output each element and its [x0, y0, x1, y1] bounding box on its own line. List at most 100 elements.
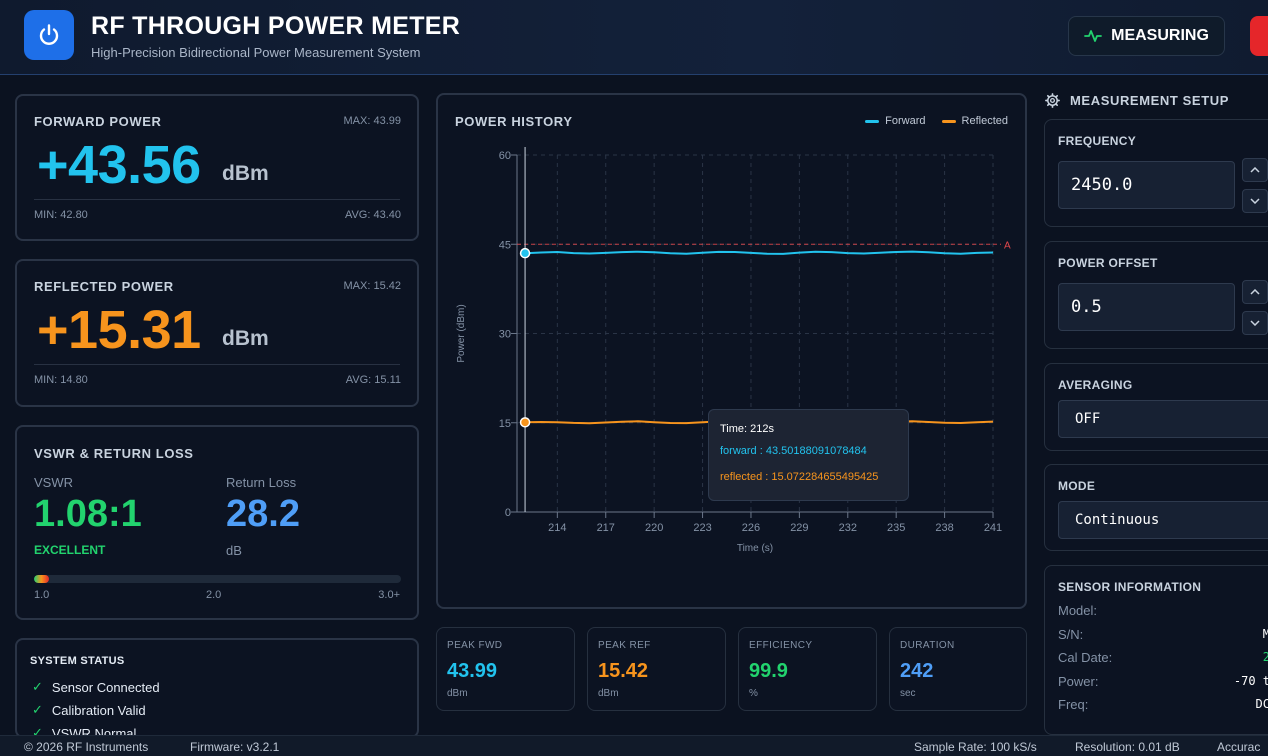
power-history-card: POWER HISTORY Forward Reflected 0 15 30 45 6… — [436, 93, 1027, 609]
footer-accuracy: Accurac — [1217, 740, 1261, 754]
reflected-min: MIN: 14.80 — [34, 374, 88, 386]
chevron-down-icon — [1250, 320, 1260, 326]
sensor-row-cal-date: Cal Date: 2 — [1058, 650, 1268, 665]
app-title: RF THROUGH POWER METER — [91, 12, 461, 40]
stat-unit: dBm — [598, 688, 619, 699]
x-tick-label: 223 — [693, 522, 711, 534]
power-offset-card: POWER OFFSET 0.5 — [1044, 241, 1268, 349]
stat-label: PEAK FWD — [447, 640, 503, 651]
legend-swatch — [941, 119, 956, 123]
system-status-title: SYSTEM STATUS — [30, 655, 125, 667]
forward-power-value: +43.56 — [37, 135, 201, 195]
legend-forward[interactable]: Forward — [865, 115, 926, 127]
frequency-card: FREQUENCY 2450.0 — [1044, 119, 1268, 227]
status-footer: © 2026 RF Instruments Firmware: v3.2.1 S… — [0, 735, 1268, 756]
tooltip-forward: forward : 43.50188091078484 — [720, 445, 867, 457]
offset-input[interactable]: 0.5 — [1058, 283, 1235, 331]
power-button[interactable] — [24, 10, 74, 60]
status-item: ✓ Sensor Connected — [32, 679, 160, 695]
legend-swatch — [865, 119, 880, 123]
frequency-label: FREQUENCY — [1058, 134, 1137, 148]
sensor-row-value: 2 — [1262, 650, 1268, 664]
chart-title: POWER HISTORY — [455, 114, 573, 129]
stat-value: 242 — [900, 660, 934, 682]
footer-copyright: © 2026 RF Instruments — [24, 740, 149, 754]
chevron-up-icon — [1250, 167, 1260, 173]
y-tick-label: 30 — [499, 329, 511, 341]
status-label: Calibration Valid — [51, 702, 146, 718]
forward-power-card: FORWARD POWER MAX: 43.99 +43.56 dBm MIN:… — [15, 94, 419, 241]
vswr-label: VSWR — [34, 475, 73, 490]
reflected-power-unit: dBm — [222, 327, 269, 350]
activity-icon — [1084, 30, 1103, 42]
averaging-select[interactable]: OFF — [1058, 400, 1268, 438]
legend-label: Reflected — [961, 115, 1008, 127]
stat-value: 99.9 — [749, 660, 788, 682]
app-subtitle: High-Precision Bidirectional Power Measu… — [91, 45, 421, 60]
status-item: ✓ VSWR Normal — [32, 725, 136, 736]
stat-duration: DURATION 242 sec — [889, 627, 1027, 711]
y-tick-label: 0 — [505, 507, 511, 519]
stop-button[interactable] — [1250, 16, 1268, 56]
x-tick-label: 214 — [548, 522, 566, 534]
averaging-card: AVERAGING OFF — [1044, 363, 1268, 451]
sensor-row-label: Power: — [1058, 674, 1099, 689]
stat-unit: dBm — [447, 688, 468, 699]
mode-select[interactable]: Continuous — [1058, 501, 1268, 539]
vswr-scale-max: 3.0+ — [378, 589, 400, 601]
measuring-label: MEASURING — [1111, 27, 1209, 44]
sensor-row-freq: Freq: DC — [1058, 697, 1268, 712]
sensor-row-value: M — [1262, 627, 1268, 641]
x-tick-label: 232 — [839, 522, 857, 534]
frequency-input[interactable]: 2450.0 — [1058, 161, 1235, 209]
app-header: RF THROUGH POWER METER High-Precision Bi… — [0, 0, 1268, 75]
reflected-max: MAX: 15.42 — [343, 280, 401, 292]
vswr-scale-mid: 2.0 — [206, 589, 222, 601]
status-item: ✓ Calibration Valid — [32, 702, 146, 718]
x-tick-label: 220 — [645, 522, 663, 534]
sensor-row-value: -70 t — [1233, 674, 1268, 688]
x-axis-label: Time (s) — [737, 543, 773, 554]
hover-marker-reflected — [519, 417, 531, 428]
chevron-up-icon — [1250, 289, 1260, 295]
power-history-chart[interactable]: 0 15 30 45 60 214 217 220 223 226 229 232 235 238 241 T… — [438, 95, 1025, 607]
footer-sample-rate: Sample Rate: 100 kS/s — [914, 740, 1037, 754]
stat-value: 43.99 — [447, 660, 498, 682]
series-line-forward — [525, 250, 994, 255]
stat-value: 15.42 — [598, 660, 649, 682]
system-status-card: SYSTEM STATUS ✓ Sensor Connected ✓ Calib… — [15, 638, 419, 738]
check-icon: ✓ — [32, 702, 43, 717]
return-loss-value: 28.2 — [226, 493, 300, 535]
setup-title: MEASUREMENT SETUP — [1070, 93, 1229, 108]
sensor-row-label: S/N: — [1058, 627, 1084, 642]
stat-label: PEAK REF — [598, 640, 651, 651]
sensor-row-label: Freq: — [1058, 697, 1089, 712]
y-axis-label: Power (dBm) — [456, 304, 467, 362]
divider — [34, 364, 400, 365]
chevron-down-icon — [1250, 198, 1260, 204]
forward-power-title: FORWARD POWER — [34, 114, 162, 129]
forward-min: MIN: 42.80 — [34, 209, 88, 221]
measuring-button[interactable]: MEASURING — [1068, 16, 1225, 56]
divider — [34, 199, 400, 200]
offset-decrement[interactable] — [1242, 311, 1268, 335]
return-loss-label: Return Loss — [226, 475, 297, 490]
frequency-decrement[interactable] — [1242, 189, 1268, 213]
legend-label: Forward — [885, 115, 926, 127]
vswr-quality: EXCELLENT — [34, 543, 106, 557]
legend-reflected[interactable]: Reflected — [941, 115, 1008, 127]
stat-peak-ref: PEAK REF 15.42 dBm — [587, 627, 726, 711]
chart-legend: Forward Reflected — [865, 115, 1008, 127]
averaging-label: AVERAGING — [1058, 378, 1133, 392]
check-icon: ✓ — [32, 679, 43, 694]
offset-increment[interactable] — [1242, 280, 1268, 304]
x-tick-label: 235 — [887, 522, 905, 534]
setup-header: MEASUREMENT SETUP — [1045, 93, 1229, 108]
mode-card: MODE Continuous — [1044, 464, 1268, 551]
tooltip-time: Time: 212s — [720, 423, 775, 435]
x-tick-label: 241 — [984, 522, 1002, 534]
forward-avg: AVG: 43.40 — [344, 209, 401, 221]
vswr-bar-track — [34, 575, 401, 583]
mode-label: MODE — [1058, 479, 1096, 493]
frequency-increment[interactable] — [1242, 158, 1268, 182]
